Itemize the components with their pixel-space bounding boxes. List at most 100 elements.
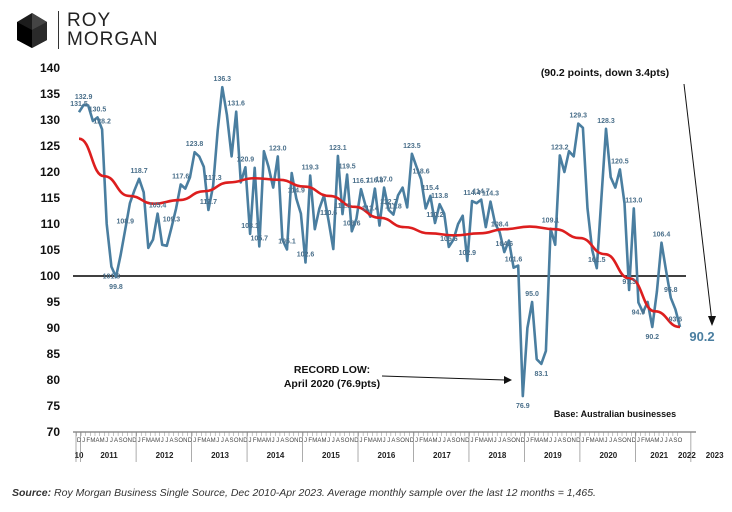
x-month-tick: D	[299, 438, 304, 444]
data-label: 129.3	[570, 113, 588, 120]
y-tick-label: 140	[40, 61, 60, 75]
x-month-tick: M	[155, 438, 160, 444]
record-low-title: RECORD LOW:	[294, 364, 370, 376]
data-label: 110.2	[426, 212, 443, 219]
x-month-tick: S	[451, 438, 455, 444]
x-month-tick: M	[201, 438, 206, 444]
data-label: 117.3	[204, 175, 221, 182]
y-tick-label: 90	[47, 321, 61, 335]
x-month-tick: J	[272, 438, 275, 444]
base-note: Base: Australian businesses	[554, 409, 676, 419]
data-label: 106.4	[653, 232, 671, 239]
x-year-label: 2012	[156, 451, 174, 460]
record-low-detail: April 2020 (76.9pts)	[284, 378, 380, 390]
x-month-tick: J	[193, 438, 196, 444]
data-label: 123.8	[186, 141, 204, 148]
x-month-tick: S	[174, 438, 178, 444]
x-month-tick: F	[86, 438, 90, 444]
x-month-tick: M	[90, 438, 95, 444]
x-month-tick: J	[304, 438, 307, 444]
data-label: 120.9	[237, 156, 255, 163]
data-label: 104.6	[496, 241, 514, 248]
data-label: 95.0	[525, 291, 539, 298]
data-label: 120.5	[611, 158, 629, 165]
x-month-tick: F	[475, 438, 479, 444]
x-month-tick: F	[586, 438, 590, 444]
x-month-tick: O	[567, 438, 572, 444]
x-month-tick: J	[82, 438, 85, 444]
x-month-tick: J	[221, 438, 224, 444]
x-month-tick: D	[243, 438, 248, 444]
data-label: 102.9	[459, 250, 477, 257]
top-callout-arrow	[683, 83, 713, 323]
data-label: 105.7	[251, 235, 269, 242]
x-month-tick: M	[590, 438, 595, 444]
x-month-tick: F	[253, 438, 257, 444]
x-month-tick: N	[405, 438, 409, 444]
data-label: 95.8	[664, 287, 678, 294]
data-label: 111.9	[334, 203, 351, 210]
x-month-tick: O	[178, 438, 183, 444]
x-month-tick: A	[502, 438, 506, 444]
x-month-tick: D	[354, 438, 359, 444]
x-month-tick: A	[151, 438, 155, 444]
x-month-tick: O	[511, 438, 516, 444]
data-label: 123.5	[403, 143, 421, 150]
x-month-tick: A	[428, 438, 432, 444]
x-month-tick: A	[169, 438, 173, 444]
x-year-label: 2021	[650, 451, 668, 460]
x-month-tick: F	[419, 438, 423, 444]
x-month-tick: A	[336, 438, 340, 444]
y-tick-label: 75	[47, 399, 61, 413]
x-month-tick: J	[660, 438, 663, 444]
data-label: 131.6	[227, 101, 245, 108]
brand-line1: ROY	[67, 10, 112, 31]
x-month-tick: M	[432, 438, 437, 444]
data-label: 132.9	[75, 94, 93, 101]
trend-line	[78, 137, 681, 329]
x-month-tick: A	[669, 438, 673, 444]
data-label: 93.6	[669, 316, 683, 323]
x-month-tick: S	[119, 438, 123, 444]
data-label: 117.6	[172, 173, 189, 180]
x-month-tick: M	[599, 438, 604, 444]
x-month-tick: J	[665, 438, 668, 444]
y-tick-label: 100	[40, 269, 60, 283]
y-tick-label: 120	[40, 165, 60, 179]
x-year-label: 2015	[322, 451, 340, 460]
x-month-tick: O	[289, 438, 294, 444]
final-value-label: 90.2	[689, 329, 714, 344]
x-month-tick: N	[239, 438, 243, 444]
x-month-tick: D	[132, 438, 137, 444]
x-month-tick: J	[383, 438, 386, 444]
x-month-tick: N	[571, 438, 575, 444]
data-label: 109.1	[542, 218, 560, 225]
x-month-tick: M	[312, 438, 317, 444]
x-month-tick: F	[142, 438, 146, 444]
x-month-tick: J	[415, 438, 418, 444]
x-month-tick: J	[605, 438, 608, 444]
x-month-tick: O	[622, 438, 627, 444]
x-month-tick: J	[494, 438, 497, 444]
x-month-tick: J	[549, 438, 552, 444]
x-month-tick: A	[391, 438, 395, 444]
data-label: 83.1	[534, 371, 548, 378]
y-tick-label: 125	[40, 139, 60, 153]
data-label: 101.6	[505, 257, 523, 264]
data-label: 113.0	[625, 197, 642, 204]
data-label: 123.1	[329, 145, 347, 152]
brand-line2: MORGAN	[67, 29, 159, 50]
y-tick-label: 105	[40, 243, 60, 257]
x-month-tick: M	[645, 438, 650, 444]
top-callout-arrowhead	[708, 316, 716, 326]
x-month-tick: J	[138, 438, 141, 444]
y-tick-label: 70	[47, 425, 61, 439]
x-year-label: 2023	[706, 451, 724, 460]
x-month-tick: A	[539, 438, 543, 444]
x-month-tick: F	[364, 438, 368, 444]
x-month-tick: J	[161, 438, 164, 444]
x-month-tick: S	[341, 438, 345, 444]
x-month-tick: S	[507, 438, 511, 444]
logo-mark-icon	[17, 13, 47, 48]
